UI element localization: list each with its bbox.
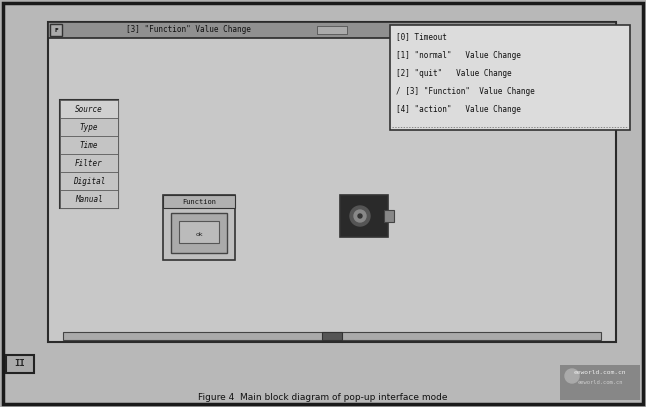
Bar bbox=[163, 195, 235, 208]
Text: Function: Function bbox=[182, 199, 216, 204]
Text: [0] Timeout: [0] Timeout bbox=[396, 33, 447, 42]
Bar bbox=[50, 24, 62, 36]
Text: [2] "quit"   Value Change: [2] "quit" Value Change bbox=[396, 68, 512, 77]
Text: Digital: Digital bbox=[73, 177, 105, 186]
Bar bbox=[60, 100, 118, 118]
Bar bbox=[179, 221, 219, 243]
Text: Time: Time bbox=[79, 140, 98, 149]
Bar bbox=[60, 100, 118, 208]
Bar bbox=[48, 22, 616, 342]
Text: Source: Source bbox=[75, 105, 103, 114]
Text: [4] "action"   Value Change: [4] "action" Value Change bbox=[396, 105, 521, 114]
Bar bbox=[48, 22, 616, 38]
Bar bbox=[560, 365, 640, 400]
Circle shape bbox=[354, 210, 366, 222]
Text: [3] "Function" Value Change: [3] "Function" Value Change bbox=[125, 26, 251, 35]
Bar bbox=[48, 22, 616, 38]
Text: Filter: Filter bbox=[75, 158, 103, 168]
Text: eeworld.com.cn: eeworld.com.cn bbox=[574, 370, 626, 376]
Bar bbox=[60, 154, 118, 172]
Circle shape bbox=[350, 206, 370, 226]
Bar bbox=[384, 210, 394, 222]
Bar bbox=[317, 26, 347, 34]
Text: F: F bbox=[54, 28, 58, 33]
Bar bbox=[60, 172, 118, 190]
Bar bbox=[60, 190, 118, 208]
Bar bbox=[60, 136, 118, 154]
Text: Manual: Manual bbox=[75, 195, 103, 204]
Text: II: II bbox=[15, 359, 25, 368]
Bar bbox=[63, 332, 601, 340]
Text: Type: Type bbox=[79, 123, 98, 131]
Text: eeworld.com.cn: eeworld.com.cn bbox=[578, 381, 623, 385]
Circle shape bbox=[565, 369, 579, 383]
Bar bbox=[60, 118, 118, 136]
Bar bbox=[340, 195, 388, 237]
Text: ok: ok bbox=[195, 232, 203, 238]
Bar bbox=[6, 355, 34, 373]
Circle shape bbox=[358, 214, 362, 218]
Bar bbox=[390, 25, 630, 130]
Text: / [3] "Function"  Value Change: / [3] "Function" Value Change bbox=[396, 87, 535, 96]
Text: [1] "normal"   Value Change: [1] "normal" Value Change bbox=[396, 50, 521, 59]
Bar bbox=[163, 195, 235, 260]
Bar bbox=[322, 332, 342, 340]
Text: Figure 4  Main block diagram of pop-up interface mode: Figure 4 Main block diagram of pop-up in… bbox=[198, 394, 448, 403]
Bar bbox=[171, 213, 227, 253]
